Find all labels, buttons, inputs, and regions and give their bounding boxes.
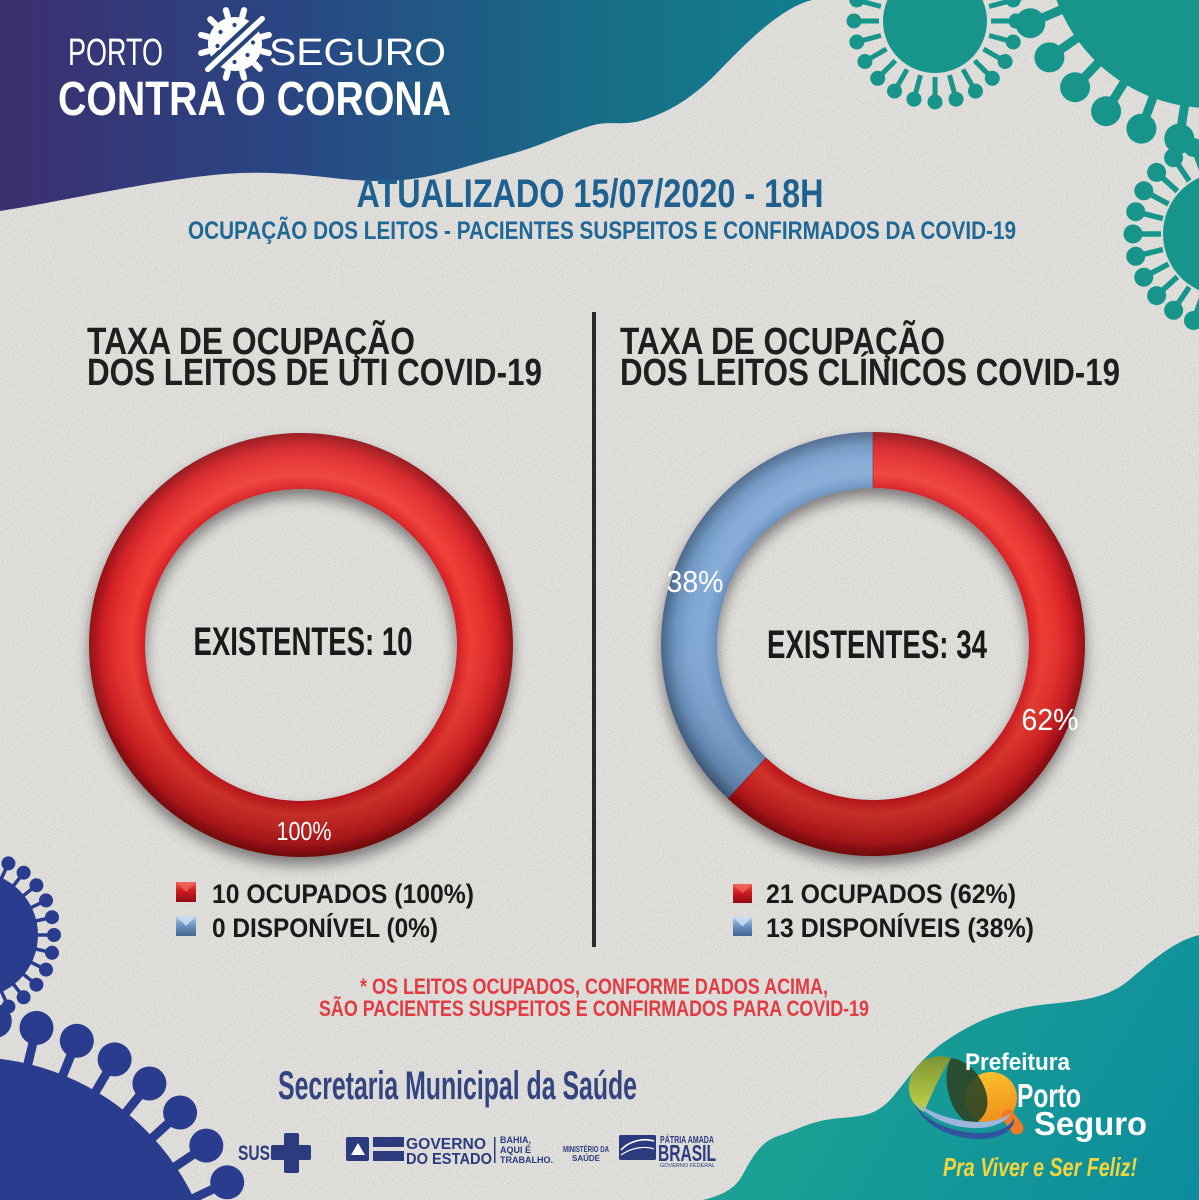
svg-text:13 DISPONÍVEIS (38%): 13 DISPONÍVEIS (38%): [766, 912, 1034, 943]
svg-text:SUS: SUS: [238, 1142, 270, 1165]
svg-text:Prefeitura: Prefeitura: [965, 1049, 1071, 1076]
svg-text:PÁTRIA AMADA: PÁTRIA AMADA: [660, 1133, 714, 1146]
svg-text:DO ESTADO: DO ESTADO: [406, 1151, 492, 1168]
svg-text:MINISTÉRIO DA: MINISTÉRIO DA: [563, 1144, 609, 1154]
svg-text:AQUI É: AQUI É: [500, 1145, 531, 1155]
svg-text:SAÚDE: SAÚDE: [572, 1154, 601, 1163]
svg-text:OCUPAÇÃO DOS LEITOS - PACIENTE: OCUPAÇÃO DOS LEITOS - PACIENTES SUSPEITO…: [188, 215, 1016, 245]
svg-text:BAHIA,: BAHIA,: [500, 1135, 531, 1145]
svg-text:0 DISPONÍVEL (0%): 0 DISPONÍVEL (0%): [212, 912, 438, 943]
svg-text:100%: 100%: [277, 816, 332, 846]
svg-text:PORTO: PORTO: [68, 32, 163, 74]
svg-text:TRABALHO.: TRABALHO.: [500, 1155, 553, 1165]
svg-text:Seguro: Seguro: [1034, 1105, 1147, 1142]
svg-text:10 OCUPADOS (100%): 10 OCUPADOS (100%): [212, 879, 474, 909]
svg-text:Porto: Porto: [1017, 1077, 1081, 1114]
svg-text:GOVERNO FEDERAL: GOVERNO FEDERAL: [660, 1163, 715, 1169]
svg-text:GOVERNO: GOVERNO: [406, 1136, 486, 1153]
svg-text:Secretaria Municipal da Saúde: Secretaria Municipal da Saúde: [278, 1062, 637, 1107]
svg-text:TAXA DE OCUPAÇÃO: TAXA DE OCUPAÇÃO: [87, 319, 415, 363]
svg-text:21 OCUPADOS (62%): 21 OCUPADOS (62%): [766, 879, 1016, 909]
svg-text:SEGURO: SEGURO: [269, 32, 446, 74]
svg-text:EXISTENTES: 10: EXISTENTES: 10: [194, 620, 413, 664]
svg-text:TAXA DE OCUPAÇÃO: TAXA DE OCUPAÇÃO: [620, 319, 945, 363]
svg-text:DOS LEITOS DE UTI COVID-19: DOS LEITOS DE UTI COVID-19: [87, 352, 542, 394]
svg-text:CONTRA O CORONA: CONTRA O CORONA: [58, 73, 451, 126]
svg-text:38%: 38%: [667, 564, 724, 599]
svg-text:* OS LEITOS OCUPADOS, CONFORME: * OS LEITOS OCUPADOS, CONFORME DADOS ACI…: [360, 974, 828, 999]
svg-text:Pra Viver e Ser Feliz!: Pra Viver e Ser Feliz!: [943, 1152, 1137, 1182]
svg-text:ATUALIZADO 15/07/2020 - 18H: ATUALIZADO 15/07/2020 - 18H: [357, 172, 824, 216]
svg-text:62%: 62%: [1022, 702, 1079, 737]
svg-text:DOS LEITOS CLÍNICOS COVID-19: DOS LEITOS CLÍNICOS COVID-19: [620, 350, 1120, 394]
svg-text:EXISTENTES: 34: EXISTENTES: 34: [767, 623, 988, 667]
svg-text:SÃO PACIENTES SUSPEITOS E CONF: SÃO PACIENTES SUSPEITOS E CONFIRMADOS PA…: [319, 996, 869, 1021]
svg-text:BRASIL: BRASIL: [658, 1140, 716, 1166]
